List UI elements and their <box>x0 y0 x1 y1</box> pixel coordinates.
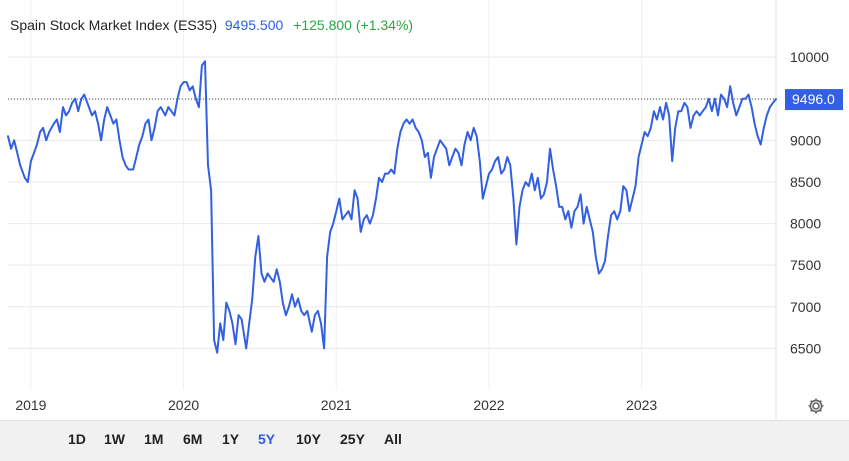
last-value-tag-label: 9496.0 <box>792 91 835 107</box>
price-change: +125.800 (+1.34%) <box>293 17 414 33</box>
y-tick-label: 10000 <box>790 49 829 65</box>
range-6m-button[interactable]: 6M <box>183 431 203 447</box>
x-tick-label: 2021 <box>321 397 352 413</box>
chart-header: Spain Stock Market Index (ES35) 9495.500… <box>10 17 413 33</box>
range-25y-button[interactable]: 25Y <box>340 431 365 447</box>
y-tick-label: 6500 <box>790 340 821 356</box>
x-tick-label: 2020 <box>168 397 199 413</box>
price-chart: 6500700075008000850090009500100002019202… <box>7 0 843 420</box>
range-all-button[interactable]: All <box>384 431 402 447</box>
range-1y-button[interactable]: 1Y <box>222 431 240 447</box>
x-tick-label: 2023 <box>626 397 657 413</box>
x-tick-label: 2019 <box>15 397 46 413</box>
range-10y-button[interactable]: 10Y <box>296 431 321 447</box>
range-1m-button[interactable]: 1M <box>144 431 164 447</box>
range-5y-button[interactable]: 5Y <box>258 431 276 447</box>
y-tick-label: 8000 <box>790 216 821 232</box>
current-price: 9495.500 <box>224 17 284 33</box>
series-line <box>7 60 777 354</box>
x-tick-label: 2022 <box>473 397 504 413</box>
last-value-tag <box>785 89 843 111</box>
range-1w-button[interactable]: 1W <box>104 431 125 447</box>
gear-icon[interactable] <box>806 396 826 416</box>
y-tick-label: 7500 <box>790 257 821 273</box>
y-tick-label: 9000 <box>790 132 821 148</box>
range-1d-button[interactable]: 1D <box>68 431 86 447</box>
range-selector: 1D 1W 1M 6M 1Y 5Y 10Y 25Y All <box>0 420 849 461</box>
y-tick-label: 8500 <box>790 174 821 190</box>
index-title: Spain Stock Market Index (ES35) <box>10 17 217 33</box>
y-tick-label: 7000 <box>790 299 821 315</box>
